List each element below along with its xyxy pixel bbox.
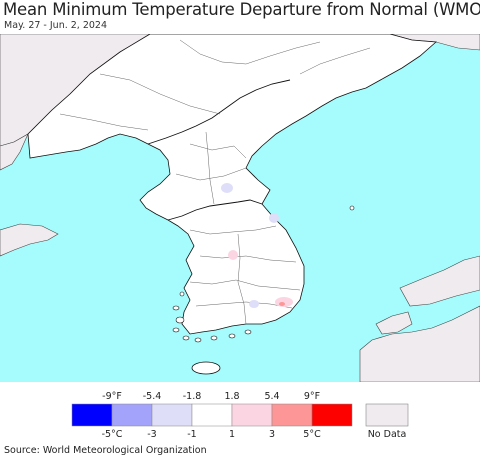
color-legend: -9°F -5.4 -1.8 1.8 5.4 9°F -5°C -3 -1 1 3 5°C No D… xyxy=(71,391,409,440)
legend-celsius-label: -3 xyxy=(147,429,156,440)
legend-celsius-label: 1 xyxy=(229,429,235,440)
no-data-region-liaoning xyxy=(0,133,29,171)
legend-fahrenheit-label: 5.4 xyxy=(264,391,279,402)
cool-anomaly-north xyxy=(221,183,233,193)
land-korea xyxy=(27,34,437,335)
no-data-label: No Data xyxy=(368,429,407,440)
legend-fahrenheit-label: 1.8 xyxy=(224,391,239,402)
map-title: Mean Minimum Temperature Departure from … xyxy=(3,0,480,19)
no-data-region-japan-kyushu xyxy=(375,311,413,335)
legend-swatch xyxy=(271,403,313,427)
legend-swatch xyxy=(71,403,113,427)
legend-fahrenheit-label: -9°F xyxy=(102,391,122,402)
legend-swatch xyxy=(311,403,353,427)
legend-swatch xyxy=(151,403,193,427)
legend-celsius-label: 5°C xyxy=(303,429,321,440)
legend-fahrenheit-label: -5.4 xyxy=(143,391,162,402)
cool-anomaly-east xyxy=(269,213,279,223)
date-range: May. 27 - Jun. 2, 2024 xyxy=(4,20,108,31)
dmz-border xyxy=(167,199,263,221)
legend-fahrenheit-label: 9°F xyxy=(304,391,320,402)
legend-celsius-label: -1 xyxy=(187,429,196,440)
no-data-swatch xyxy=(365,403,409,427)
warm-anomaly-southeast xyxy=(275,297,293,307)
ulleung-island xyxy=(349,205,355,211)
china-nk-border xyxy=(147,79,291,145)
southwest-islands xyxy=(172,291,252,343)
cool-anomaly-south xyxy=(249,300,259,308)
legend-fahrenheit-label: -1.8 xyxy=(183,391,202,402)
legend-celsius-label: -5°C xyxy=(102,429,123,440)
no-data-region-shandong xyxy=(0,223,59,257)
no-data-region-japan xyxy=(359,305,480,382)
province-lines xyxy=(59,39,371,325)
legend-celsius-label: 3 xyxy=(269,429,275,440)
warm-anomaly-busan xyxy=(279,302,285,306)
no-data-region-japan-north xyxy=(399,255,480,307)
temperature-map xyxy=(0,34,480,382)
legend-swatch xyxy=(111,403,153,427)
warm-anomaly-central xyxy=(228,250,238,260)
source-credit: Source: World Meteorological Organizatio… xyxy=(4,445,207,456)
jeju-island xyxy=(191,361,221,375)
legend-swatch xyxy=(191,403,233,427)
legend-swatch xyxy=(231,403,273,427)
